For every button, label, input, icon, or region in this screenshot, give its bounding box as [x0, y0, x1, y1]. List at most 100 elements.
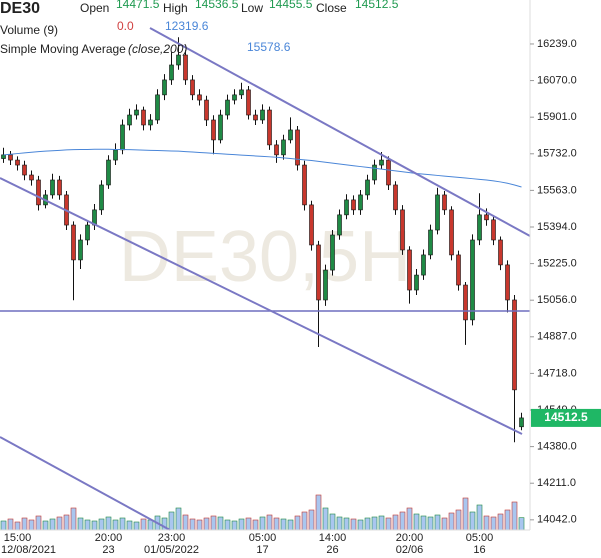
- candle-body: [421, 254, 426, 276]
- candle-body: [29, 174, 34, 181]
- volume-bar: [455, 509, 462, 531]
- legend-label: (close,200): [128, 42, 187, 56]
- volume-bar: [175, 507, 182, 531]
- candle-body: [428, 229, 433, 256]
- x-tick-label: 23:00: [158, 532, 186, 544]
- axes: 16239.0 16070.0 15901.0 15732.0 15563.0 15394…: [1, 38, 601, 556]
- volume-bar: [476, 504, 483, 531]
- volume-bar: [105, 516, 112, 531]
- candle-body: [225, 99, 230, 116]
- volume-bar: [56, 516, 63, 531]
- candle-body: [183, 54, 188, 81]
- candle-body: [162, 79, 167, 96]
- candle-body: [204, 99, 209, 121]
- volume-bar: [518, 517, 525, 531]
- volume-bar: [497, 513, 504, 531]
- candle-body: [120, 124, 125, 151]
- candle-body: [176, 54, 181, 66]
- volume-bar: [28, 519, 35, 531]
- volume-bar: [434, 514, 441, 531]
- x-tick-label: 20:00: [396, 532, 424, 544]
- candle-body: [295, 129, 300, 166]
- candle-body: [1, 154, 6, 159]
- plot-area: [0, 37, 525, 531]
- legend-label: Close: [316, 1, 347, 15]
- trend-line: [149, 27, 531, 237]
- volume-bar: [469, 511, 476, 531]
- candle-body: [302, 164, 307, 206]
- y-tick-label: 15394.0: [537, 221, 577, 233]
- volume-bar: [399, 511, 406, 531]
- volume-bar: [182, 514, 189, 531]
- candle-body: [22, 164, 27, 176]
- volume-bar: [98, 518, 105, 531]
- candle-body: [316, 244, 321, 301]
- candle-body: [246, 89, 251, 116]
- candle-body: [50, 179, 55, 196]
- candle-body: [36, 179, 41, 206]
- volume-bar: [133, 521, 140, 531]
- volume-bar: [21, 517, 28, 531]
- volume-bar: [42, 520, 49, 531]
- candle-body: [232, 94, 237, 101]
- candle-body: [491, 219, 496, 241]
- x-date-label: 17: [256, 544, 268, 556]
- candle-body: [141, 109, 146, 126]
- legend-value: 12319.6: [165, 19, 209, 33]
- x-tick-label: 14:00: [319, 532, 347, 544]
- candle-body: [337, 214, 342, 236]
- volume-bar: [259, 516, 266, 531]
- volume-bar: [0, 520, 7, 531]
- legend-value: 14471.5: [116, 0, 160, 11]
- legend-label: High: [163, 1, 188, 15]
- volume-bar: [378, 515, 385, 531]
- legend-value: 15578.6: [247, 40, 291, 54]
- volume-bar: [448, 512, 455, 531]
- legend-value: 14536.5: [195, 0, 239, 11]
- volume-bar: [7, 518, 14, 531]
- volume-bar: [91, 520, 98, 531]
- volume-bar: [343, 517, 350, 531]
- volume-bar: [350, 518, 357, 531]
- volume-bar: [77, 517, 84, 531]
- legend-value: 0.0: [117, 19, 134, 33]
- candle-body: [344, 199, 349, 216]
- candle-body: [330, 234, 335, 271]
- candle-body: [477, 214, 482, 241]
- legend-value: 14512.5: [355, 0, 399, 11]
- volume-bar: [385, 517, 392, 531]
- x-date-label: 16: [473, 544, 485, 556]
- candle-body: [442, 194, 447, 211]
- candle-body: [309, 204, 314, 246]
- legend-label: Low: [241, 1, 263, 15]
- y-tick-label: 15901.0: [537, 111, 577, 123]
- candle-body: [155, 94, 160, 121]
- candle-body: [99, 184, 104, 211]
- candle-body: [85, 224, 90, 241]
- candle-body: [218, 114, 223, 141]
- volume-bar: [413, 513, 420, 531]
- candle-body: [463, 284, 468, 321]
- candle-body: [190, 79, 195, 96]
- x-date-label: 01/05/2022: [144, 544, 199, 556]
- candle-body: [358, 194, 363, 211]
- volume-bar: [224, 519, 231, 531]
- volume-bar: [35, 515, 42, 531]
- volume-bar: [315, 494, 322, 531]
- candle-body: [351, 199, 356, 211]
- volume-bar: [511, 501, 518, 531]
- candle-body: [169, 64, 174, 81]
- volume-bar: [462, 497, 469, 531]
- volume-bar: [84, 519, 91, 531]
- sma-line: [3, 148, 522, 188]
- volume-bar: [203, 517, 210, 531]
- last-price-box: [531, 408, 601, 427]
- trend-line: [0, 177, 523, 435]
- last-price-label: 14512.5: [544, 410, 588, 424]
- x-tick-label: 15:00: [4, 532, 32, 544]
- candle-body: [470, 239, 475, 321]
- candle-body: [288, 129, 293, 141]
- volume-bar: [273, 517, 280, 531]
- candle-body: [15, 159, 20, 166]
- volume-bar: [504, 509, 511, 531]
